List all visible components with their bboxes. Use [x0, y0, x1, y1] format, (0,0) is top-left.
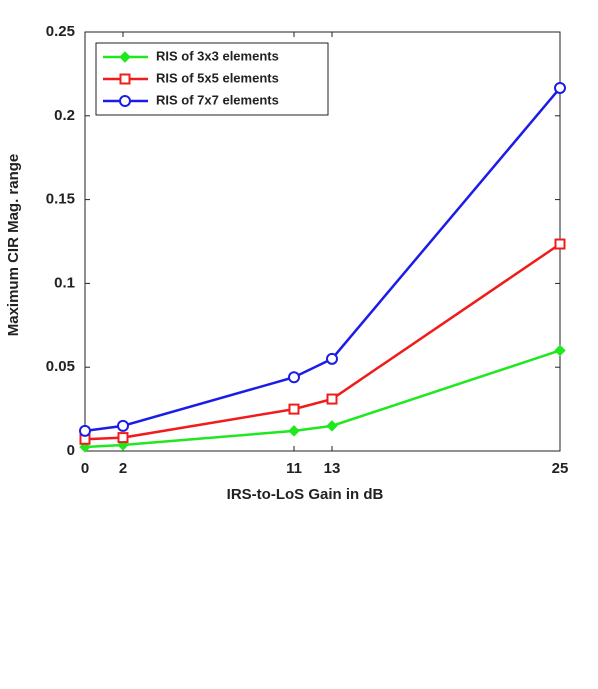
marker — [554, 81, 566, 94]
marker — [288, 403, 300, 415]
y-tick-label: 0.1 — [54, 274, 75, 291]
marker — [117, 432, 129, 444]
y-tick-label: 0.15 — [46, 191, 75, 208]
marker — [288, 371, 300, 384]
marker — [119, 73, 131, 85]
legend-label: RIS of 7x7 elements — [156, 92, 279, 107]
y-tick-label: 0 — [67, 442, 75, 459]
marker — [119, 51, 131, 63]
marker — [326, 352, 338, 365]
series-line — [84, 87, 561, 433]
marker — [326, 393, 338, 405]
legend: RIS of 3x3 elements RIS of 5x5 elements RI… — [95, 42, 329, 116]
x-tick-label: 2 — [119, 460, 127, 477]
x-tick-label: 13 — [324, 460, 341, 477]
marker — [79, 424, 91, 437]
marker — [326, 420, 338, 432]
series-line — [84, 242, 561, 441]
y-tick-label: 0.05 — [46, 358, 75, 375]
marker — [119, 95, 131, 107]
y-axis-label: Maximum CIR Mag. range — [5, 154, 22, 337]
marker — [117, 439, 129, 451]
legend-label: RIS of 3x3 elements — [156, 48, 279, 63]
x-tick-label: 0 — [81, 460, 89, 477]
legend-label: RIS of 5x5 elements — [156, 70, 279, 85]
marker — [117, 419, 129, 432]
marker — [554, 238, 566, 250]
y-tick-label: 0.2 — [54, 107, 75, 124]
marker — [288, 425, 300, 437]
y-tick-label: 0.25 — [46, 23, 75, 40]
x-axis-label: IRS-to-LoS Gain in dB — [227, 486, 384, 503]
x-tick-label: 11 — [286, 460, 302, 477]
x-tick-label: 25 — [552, 460, 569, 477]
marker — [554, 344, 566, 357]
